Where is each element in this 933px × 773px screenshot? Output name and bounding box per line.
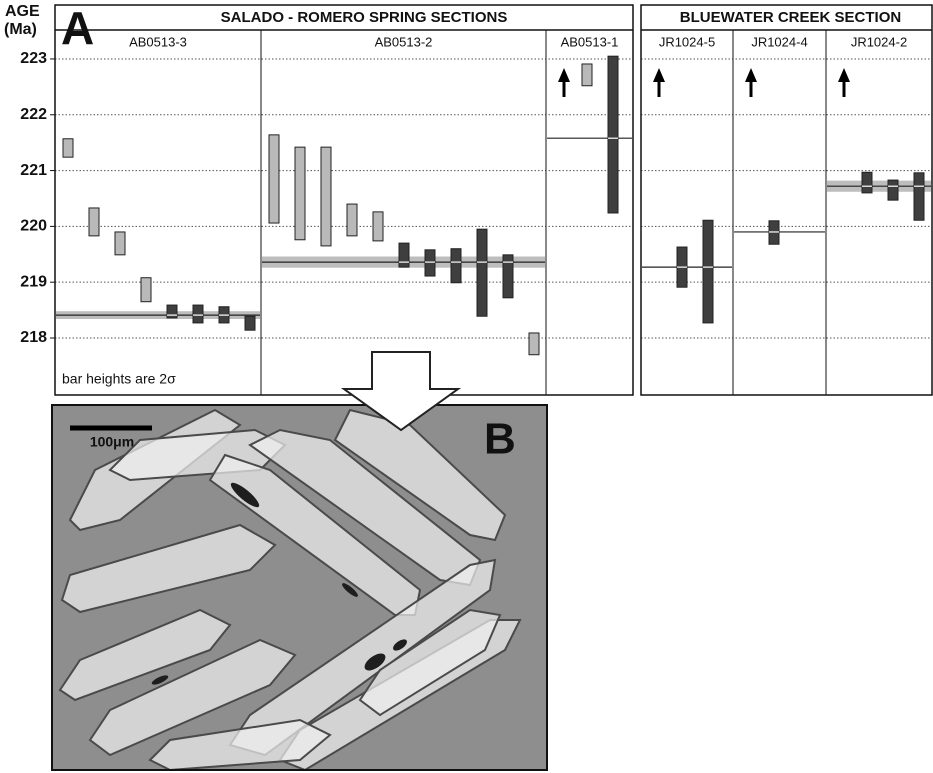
age-bar xyxy=(63,139,73,157)
age-bar xyxy=(608,56,618,213)
group-title: BLUEWATER CREEK SECTION xyxy=(680,9,901,26)
y-tick-label: 218 xyxy=(20,329,47,346)
age-bar xyxy=(503,255,513,298)
age-bar xyxy=(888,180,898,200)
sample-name: JR1024-5 xyxy=(659,34,715,49)
age-bar xyxy=(425,250,435,276)
age-bar xyxy=(167,305,177,318)
panel-letter: A xyxy=(61,2,94,54)
age-bar xyxy=(141,278,151,302)
sample-name: AB0513-2 xyxy=(375,34,433,49)
off-scale-arrowhead xyxy=(558,68,570,82)
age-bar xyxy=(914,173,924,220)
age-bar xyxy=(582,64,592,86)
y-tick-label: 223 xyxy=(20,50,47,67)
sample-name: JR1024-2 xyxy=(851,34,907,49)
sample-name: AB0513-1 xyxy=(561,34,619,49)
off-scale-arrowhead xyxy=(745,68,757,82)
panel-letter: B xyxy=(484,415,516,464)
y-label: AGE xyxy=(5,3,40,20)
y-tick-label: 221 xyxy=(20,162,47,179)
y-tick-label: 220 xyxy=(20,218,47,235)
sample-name: JR1024-4 xyxy=(751,34,807,49)
age-bar xyxy=(373,212,383,241)
age-bar xyxy=(347,204,357,236)
age-bar xyxy=(451,249,461,283)
sample-name: AB0513-3 xyxy=(129,34,187,49)
age-bar xyxy=(245,316,255,330)
age-bar xyxy=(193,305,203,323)
age-bar xyxy=(862,172,872,193)
age-bar xyxy=(529,333,539,355)
age-bar xyxy=(89,208,99,236)
age-bar xyxy=(703,220,713,323)
age-bar xyxy=(269,135,279,223)
age-bar xyxy=(399,243,409,267)
group-title: SALADO - ROMERO SPRING SECTIONS xyxy=(221,9,508,26)
age-bar xyxy=(295,147,305,240)
y-label: (Ma) xyxy=(4,21,37,38)
y-tick-label: 222 xyxy=(20,106,47,123)
age-bar xyxy=(115,232,125,255)
scale-bar-label: 100μm xyxy=(90,434,134,450)
off-scale-arrowhead xyxy=(653,68,665,82)
age-bar xyxy=(321,147,331,246)
age-bar xyxy=(477,229,487,316)
panel-a: SALADO - ROMERO SPRING SECTIONS AB0513-3 A… xyxy=(20,5,932,395)
photo-panel: 100μm B xyxy=(52,405,547,770)
y-tick-label: 219 xyxy=(20,273,47,290)
note: bar heights are 2σ xyxy=(62,371,176,387)
off-scale-arrowhead xyxy=(838,68,850,82)
figure: SALADO - ROMERO SPRING SECTIONS AB0513-3 A… xyxy=(0,0,933,773)
